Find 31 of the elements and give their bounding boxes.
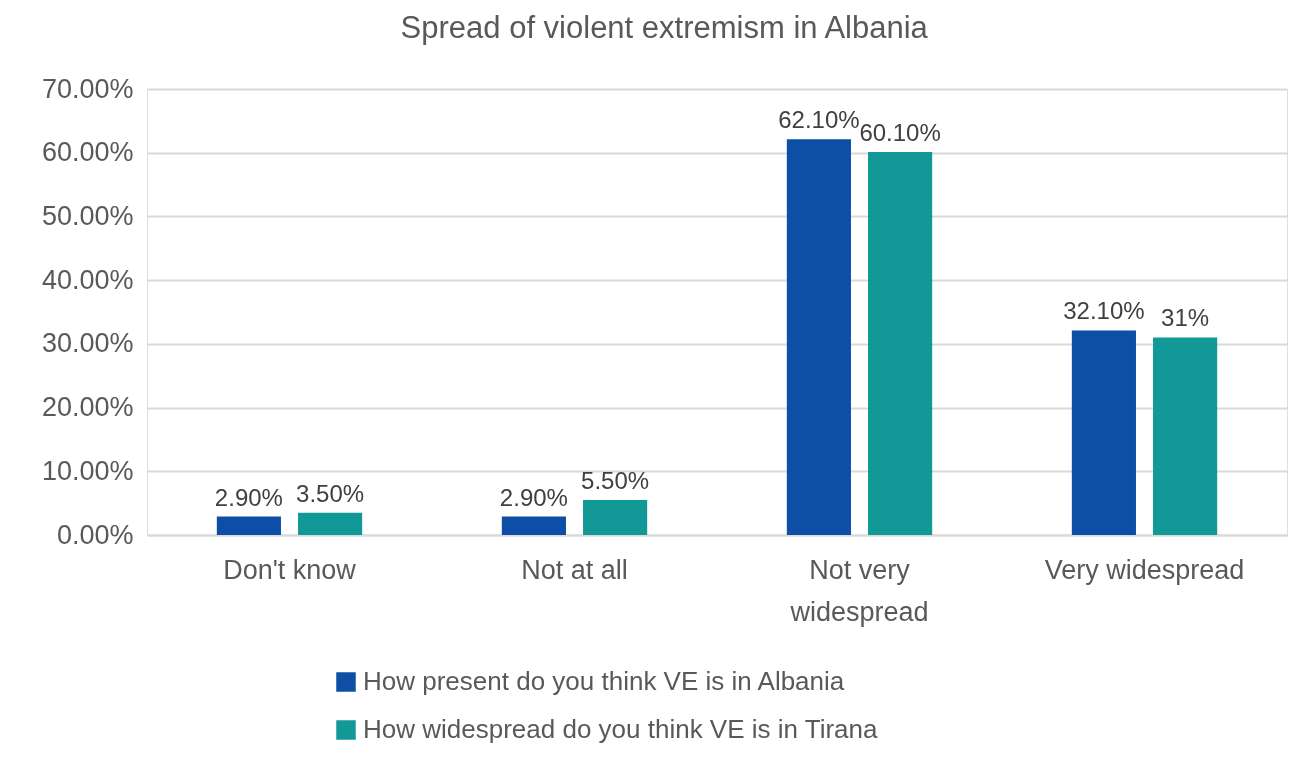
x-tick-label: Not at all [521, 554, 628, 585]
y-tick-label: 50.00% [41, 200, 134, 231]
bar [583, 499, 648, 535]
x-tick-label: Very widespread [1044, 554, 1245, 585]
bar [786, 139, 851, 535]
bar [1071, 330, 1136, 535]
data-label: 31% [1161, 304, 1210, 332]
data-label: 2.90% [499, 483, 568, 511]
y-tick-label: 0.00% [56, 519, 134, 550]
y-tick-label: 10.00% [41, 455, 134, 486]
y-tick-label: 70.00% [41, 73, 134, 104]
data-label: 5.50% [581, 466, 650, 494]
x-tick-label: Not very widespread [789, 554, 929, 627]
bar [1153, 337, 1218, 535]
legend-label: How present do you think VE is in Albania [363, 666, 845, 696]
bar [216, 516, 281, 535]
y-tick-label: 30.00% [41, 328, 134, 359]
bar [298, 512, 363, 535]
data-label: 62.10% [778, 106, 860, 134]
data-label: 32.10% [1063, 297, 1145, 325]
legend-label: How widespread do you think VE is in Tirana [363, 714, 879, 744]
data-label: 3.50% [296, 479, 365, 507]
y-tick-label: 40.00% [41, 264, 134, 295]
y-tick-label: 20.00% [41, 392, 134, 423]
x-tick-label: Don't know [223, 554, 357, 585]
data-label: 2.90% [214, 483, 283, 511]
data-label: 60.10% [859, 119, 941, 147]
chart-title: Spread of violent extremism in Albania [400, 10, 929, 45]
bar [868, 152, 933, 535]
y-tick-label: 60.00% [41, 137, 134, 168]
bar [501, 516, 566, 535]
